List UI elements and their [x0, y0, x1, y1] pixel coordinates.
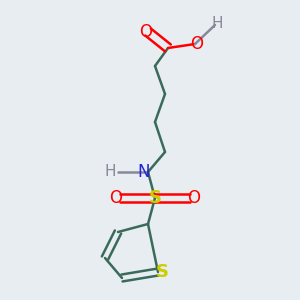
Text: O: O	[188, 189, 200, 207]
Text: H: H	[211, 16, 223, 31]
Text: O: O	[190, 35, 203, 53]
Text: O: O	[110, 189, 122, 207]
Text: H: H	[104, 164, 116, 179]
Text: S: S	[155, 263, 169, 281]
Text: O: O	[140, 23, 152, 41]
Text: N: N	[138, 163, 150, 181]
Text: S: S	[148, 189, 161, 207]
